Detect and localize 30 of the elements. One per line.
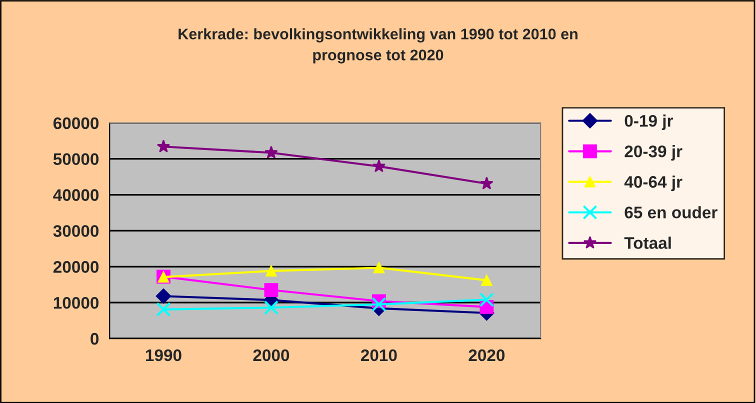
point (156, 288, 172, 304)
y-tick-label: 20000 (53, 261, 99, 273)
x-tick-label: 1990 (146, 349, 182, 362)
point (479, 292, 494, 308)
chart-title: Kerkrade: bevolkingsontwikkeling van 1990 tot 2010 en prognose tot 2020 (178, 28, 578, 64)
point (480, 176, 494, 190)
point (264, 146, 278, 158)
x-tick-label: 2000 (253, 349, 290, 362)
point (156, 302, 171, 317)
x-tick-label: 2010 (360, 349, 397, 362)
legend-label: 40-64 jr (624, 176, 682, 192)
point (156, 140, 170, 152)
point (264, 283, 278, 297)
y-tick-label: 40000 (53, 189, 99, 201)
point (372, 159, 386, 172)
point (266, 265, 277, 277)
point (481, 274, 492, 286)
point (264, 300, 279, 315)
y-tick-label: 0 (90, 332, 99, 345)
legend-label: 20-39 jr (624, 145, 682, 161)
x-tick-label: 2020 (468, 349, 505, 362)
legend-label: 65 en ouder (624, 206, 718, 218)
y-tick-label: 50000 (53, 153, 99, 166)
legend-label: 0-19 jr (624, 114, 673, 130)
y-tick-label: 30000 (53, 225, 99, 237)
point (372, 297, 386, 312)
legend-label: Totaal (624, 236, 671, 249)
point (373, 262, 384, 274)
y-tick-label: 10000 (54, 296, 99, 309)
y-tick-label: 60000 (53, 117, 99, 130)
